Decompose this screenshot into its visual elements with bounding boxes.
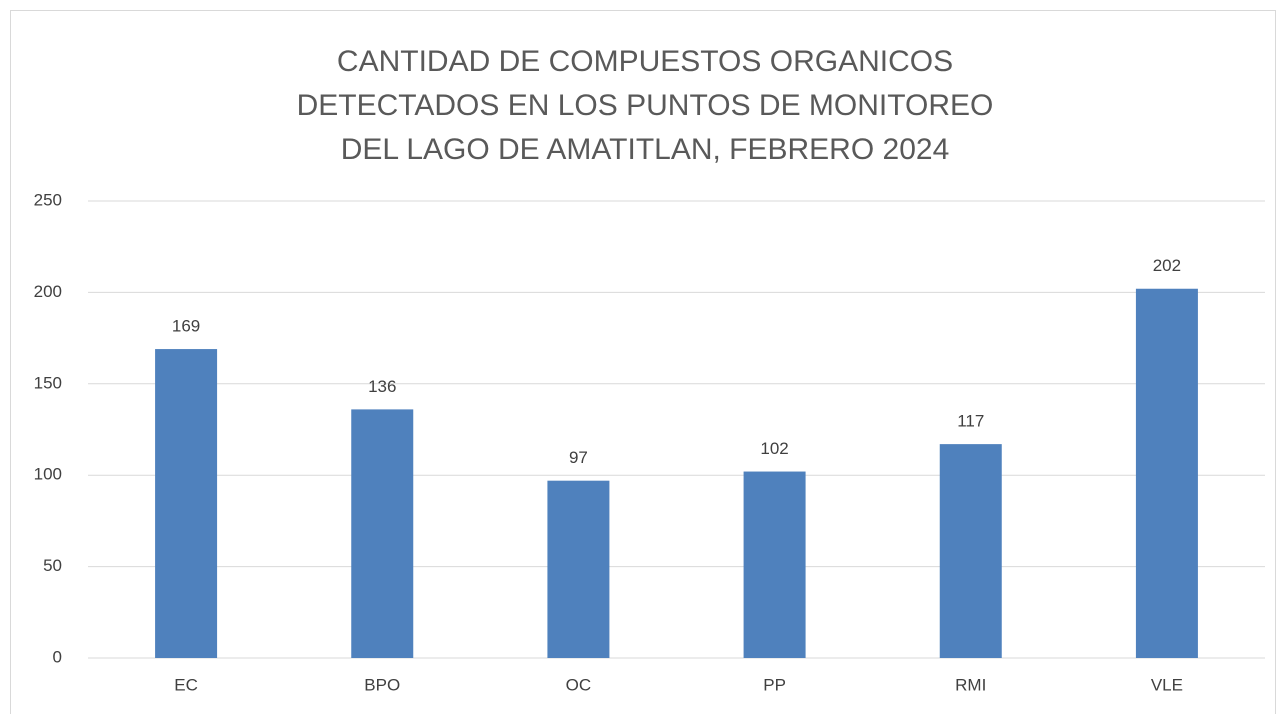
x-tick-label: PP (763, 675, 786, 694)
data-label: 97 (569, 448, 588, 467)
x-tick-label: VLE (1151, 675, 1183, 694)
chart-border (10, 10, 1276, 714)
data-label: 202 (1153, 256, 1181, 275)
y-tick-label: 150 (34, 373, 62, 392)
data-label: 117 (957, 412, 984, 431)
x-tick-label: OC (566, 675, 592, 694)
chart-title: CANTIDAD DE COMPUESTOS ORGANICOS DETECTA… (296, 45, 994, 166)
y-tick-label: 250 (34, 190, 62, 209)
x-tick-label: EC (174, 675, 198, 694)
bar (1135, 288, 1198, 658)
bar (351, 409, 414, 658)
y-tick-label: 50 (43, 556, 62, 575)
y-tick-label: 100 (34, 465, 62, 484)
bar (547, 480, 610, 658)
x-tick-label: RMI (955, 675, 986, 694)
bar (155, 349, 218, 658)
y-tick-label: 0 (53, 647, 62, 666)
bar (743, 471, 806, 658)
x-tick-label: BPO (364, 675, 400, 694)
data-label: 169 (172, 317, 200, 336)
data-label: 136 (368, 377, 396, 396)
bar (939, 444, 1002, 658)
y-tick-label: 200 (34, 282, 62, 301)
data-label: 102 (760, 439, 788, 458)
